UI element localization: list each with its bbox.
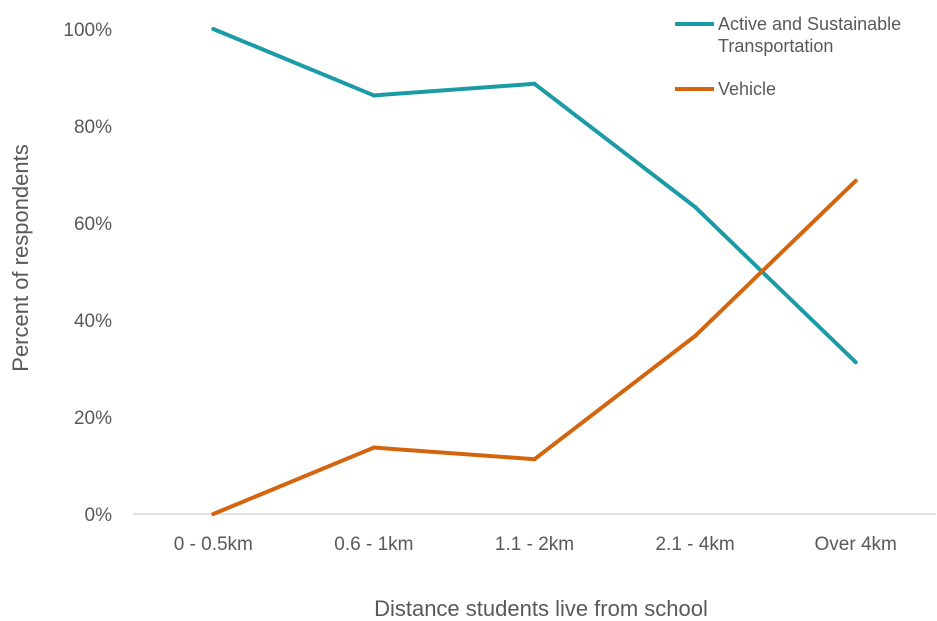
- data-point-active-and-sustainable-transportation: [532, 81, 537, 86]
- x-tick-label: 0 - 0.5km: [174, 534, 253, 555]
- data-point-vehicle: [211, 512, 216, 516]
- data-point-active-and-sustainable-transportation: [211, 27, 216, 31]
- legend-label: Transportation: [718, 36, 833, 56]
- y-tick-label: 60%: [74, 214, 112, 235]
- y-tick-label: 80%: [74, 117, 112, 138]
- data-point-active-and-sustainable-transportation: [693, 204, 698, 209]
- y-tick-label: 20%: [74, 408, 112, 429]
- data-point-vehicle: [371, 445, 376, 450]
- y-axis-ticks: 0% 20% 40% 60% 80% 100%: [63, 20, 112, 526]
- x-tick-label: 0.6 - 1km: [334, 534, 413, 555]
- data-point-active-and-sustainable-transportation: [371, 93, 376, 98]
- x-tick-label: 1.1 - 2km: [495, 534, 574, 555]
- y-tick-label: 100%: [63, 20, 112, 41]
- data-point-active-and-sustainable-transportation: [853, 360, 858, 365]
- x-tick-label: 2.1 - 4km: [655, 534, 734, 555]
- series-line-vehicle: [212, 179, 858, 516]
- x-axis-title: Distance students live from school: [374, 596, 708, 621]
- data-point-vehicle: [532, 457, 537, 462]
- x-tick-label: Over 4km: [815, 534, 897, 555]
- y-tick-label: 0%: [85, 505, 113, 526]
- legend-label: Vehicle: [718, 79, 776, 99]
- x-axis-ticks: 0 - 0.5km 0.6 - 1km 1.1 - 2km 2.1 - 4km Over…: [174, 534, 897, 555]
- series-layer: [211, 27, 858, 516]
- y-tick-label: 40%: [74, 311, 112, 332]
- data-point-vehicle: [853, 178, 858, 183]
- data-point-vehicle: [693, 334, 698, 339]
- y-axis-title: Percent of respondents: [8, 144, 33, 371]
- legend-label: Active and Sustainable: [718, 14, 901, 34]
